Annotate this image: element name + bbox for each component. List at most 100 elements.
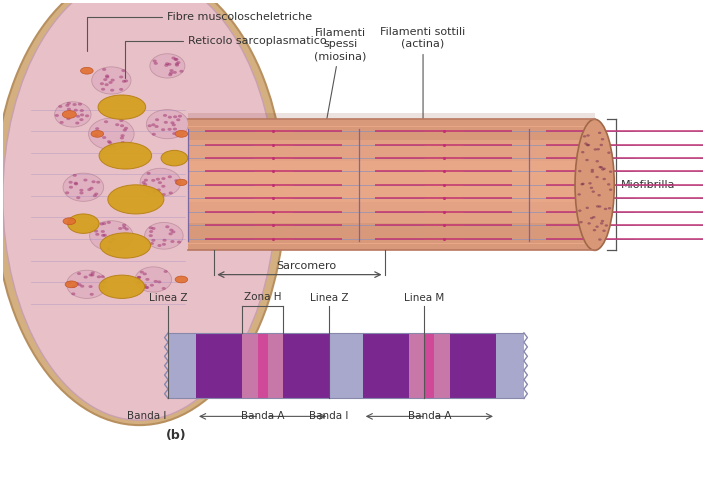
Ellipse shape xyxy=(150,284,154,287)
Ellipse shape xyxy=(152,190,156,193)
Ellipse shape xyxy=(175,62,179,65)
Ellipse shape xyxy=(55,114,59,117)
Ellipse shape xyxy=(583,135,587,137)
Bar xyxy=(189,147,594,154)
Ellipse shape xyxy=(108,145,112,148)
Ellipse shape xyxy=(594,148,597,151)
Ellipse shape xyxy=(120,124,124,127)
Text: Banda I: Banda I xyxy=(127,410,167,421)
Text: Filamenti sottili
(actina): Filamenti sottili (actina) xyxy=(381,27,466,139)
Bar xyxy=(363,333,409,398)
Ellipse shape xyxy=(169,69,174,72)
Ellipse shape xyxy=(165,62,169,65)
Ellipse shape xyxy=(161,150,188,166)
Ellipse shape xyxy=(164,121,168,124)
Ellipse shape xyxy=(604,208,607,210)
Ellipse shape xyxy=(584,142,587,145)
Ellipse shape xyxy=(607,183,611,186)
Ellipse shape xyxy=(54,102,91,127)
Ellipse shape xyxy=(143,284,147,287)
Ellipse shape xyxy=(177,241,181,244)
Ellipse shape xyxy=(96,181,100,184)
Ellipse shape xyxy=(169,232,173,235)
Bar xyxy=(189,168,594,174)
Ellipse shape xyxy=(169,72,173,75)
Ellipse shape xyxy=(593,229,596,231)
Ellipse shape xyxy=(107,247,111,250)
Text: Banda A: Banda A xyxy=(407,410,451,421)
Ellipse shape xyxy=(172,132,176,135)
Ellipse shape xyxy=(103,78,107,81)
Ellipse shape xyxy=(164,270,168,273)
Ellipse shape xyxy=(179,70,184,73)
Bar xyxy=(258,333,268,398)
Bar xyxy=(189,161,594,167)
Ellipse shape xyxy=(76,196,80,199)
Bar xyxy=(496,333,524,398)
Bar xyxy=(189,237,594,244)
Ellipse shape xyxy=(66,117,71,120)
Ellipse shape xyxy=(580,183,584,186)
Ellipse shape xyxy=(154,62,158,65)
Ellipse shape xyxy=(144,179,148,182)
Ellipse shape xyxy=(162,177,165,180)
Ellipse shape xyxy=(176,118,180,121)
Ellipse shape xyxy=(580,221,582,223)
Ellipse shape xyxy=(75,282,79,285)
Ellipse shape xyxy=(59,121,64,124)
Ellipse shape xyxy=(108,185,164,214)
Ellipse shape xyxy=(588,182,592,185)
Ellipse shape xyxy=(146,109,189,138)
Ellipse shape xyxy=(80,113,84,116)
Ellipse shape xyxy=(79,191,83,194)
Bar xyxy=(268,333,283,398)
Bar xyxy=(189,154,594,161)
Bar xyxy=(189,216,594,223)
Ellipse shape xyxy=(68,214,99,233)
Ellipse shape xyxy=(156,178,160,181)
Ellipse shape xyxy=(151,239,155,242)
Ellipse shape xyxy=(154,280,158,283)
Ellipse shape xyxy=(173,128,177,131)
Ellipse shape xyxy=(601,168,604,171)
Bar xyxy=(168,333,196,398)
Ellipse shape xyxy=(69,186,73,189)
Ellipse shape xyxy=(157,280,162,283)
Ellipse shape xyxy=(174,58,179,61)
Bar xyxy=(189,209,594,216)
Ellipse shape xyxy=(170,240,174,243)
Ellipse shape xyxy=(68,181,73,184)
Bar xyxy=(329,333,363,398)
Ellipse shape xyxy=(119,88,124,91)
Ellipse shape xyxy=(89,273,92,276)
Ellipse shape xyxy=(162,239,167,242)
Ellipse shape xyxy=(149,226,153,229)
Ellipse shape xyxy=(609,170,612,173)
Text: Banda I: Banda I xyxy=(309,410,349,421)
Ellipse shape xyxy=(58,105,62,108)
Ellipse shape xyxy=(95,233,100,236)
Ellipse shape xyxy=(148,124,152,127)
Ellipse shape xyxy=(575,119,614,250)
Ellipse shape xyxy=(78,283,82,286)
Ellipse shape xyxy=(3,0,276,420)
Ellipse shape xyxy=(71,293,76,295)
Ellipse shape xyxy=(165,225,169,228)
Ellipse shape xyxy=(176,179,187,186)
Ellipse shape xyxy=(601,220,604,222)
Bar xyxy=(196,333,242,398)
Bar xyxy=(283,333,329,398)
Ellipse shape xyxy=(578,193,581,195)
Ellipse shape xyxy=(62,110,76,118)
Ellipse shape xyxy=(108,141,112,144)
Ellipse shape xyxy=(581,151,585,153)
Ellipse shape xyxy=(144,286,148,289)
Ellipse shape xyxy=(172,123,176,126)
Ellipse shape xyxy=(150,242,154,245)
Ellipse shape xyxy=(174,179,179,182)
Ellipse shape xyxy=(121,134,125,137)
Ellipse shape xyxy=(162,243,166,246)
Bar xyxy=(189,244,594,250)
Ellipse shape xyxy=(100,275,104,278)
Ellipse shape xyxy=(92,194,97,197)
